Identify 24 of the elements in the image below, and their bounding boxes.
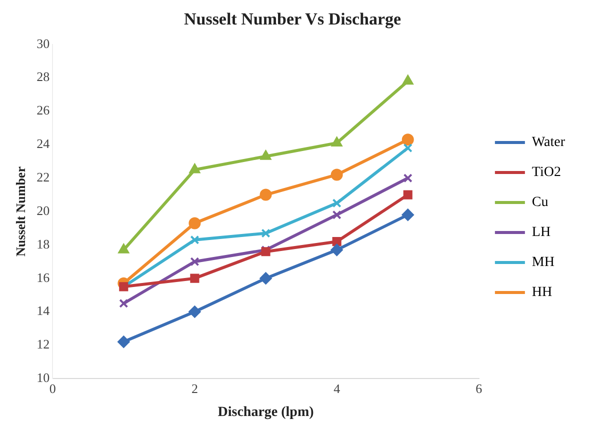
x-axis-title: Discharge (lpm) xyxy=(218,405,314,420)
legend-label: LH xyxy=(532,225,551,240)
legend-label: HH xyxy=(532,285,552,300)
legend-label: TiO2 xyxy=(532,165,561,180)
chart-title: Nusselt Number Vs Discharge xyxy=(184,10,402,29)
y-tick-label: 12 xyxy=(36,336,50,352)
legend-label: Cu xyxy=(532,195,548,210)
x-tick-label: 2 xyxy=(191,380,198,396)
legend-label: Water xyxy=(532,135,566,150)
y-tick-label: 10 xyxy=(36,370,50,386)
y-tick-label: 22 xyxy=(36,170,50,184)
y-tick-label: 30 xyxy=(36,36,50,51)
x-tick-label: 0 xyxy=(49,380,56,396)
x-tick-label: 6 xyxy=(476,380,483,396)
y-tick-label: 28 xyxy=(36,69,50,84)
y-tick-label: 14 xyxy=(36,303,50,318)
y-tick-label: 16 xyxy=(36,270,50,285)
y-tick-label: 26 xyxy=(36,102,50,118)
y-tick-label: 18 xyxy=(36,236,50,252)
x-tick-label: 4 xyxy=(334,380,341,396)
legend-label: MH xyxy=(532,255,554,270)
y-tick-label: 20 xyxy=(36,202,50,218)
y-tick-label: 24 xyxy=(36,136,50,152)
y-axis-title: Nusselt Number xyxy=(13,166,28,256)
